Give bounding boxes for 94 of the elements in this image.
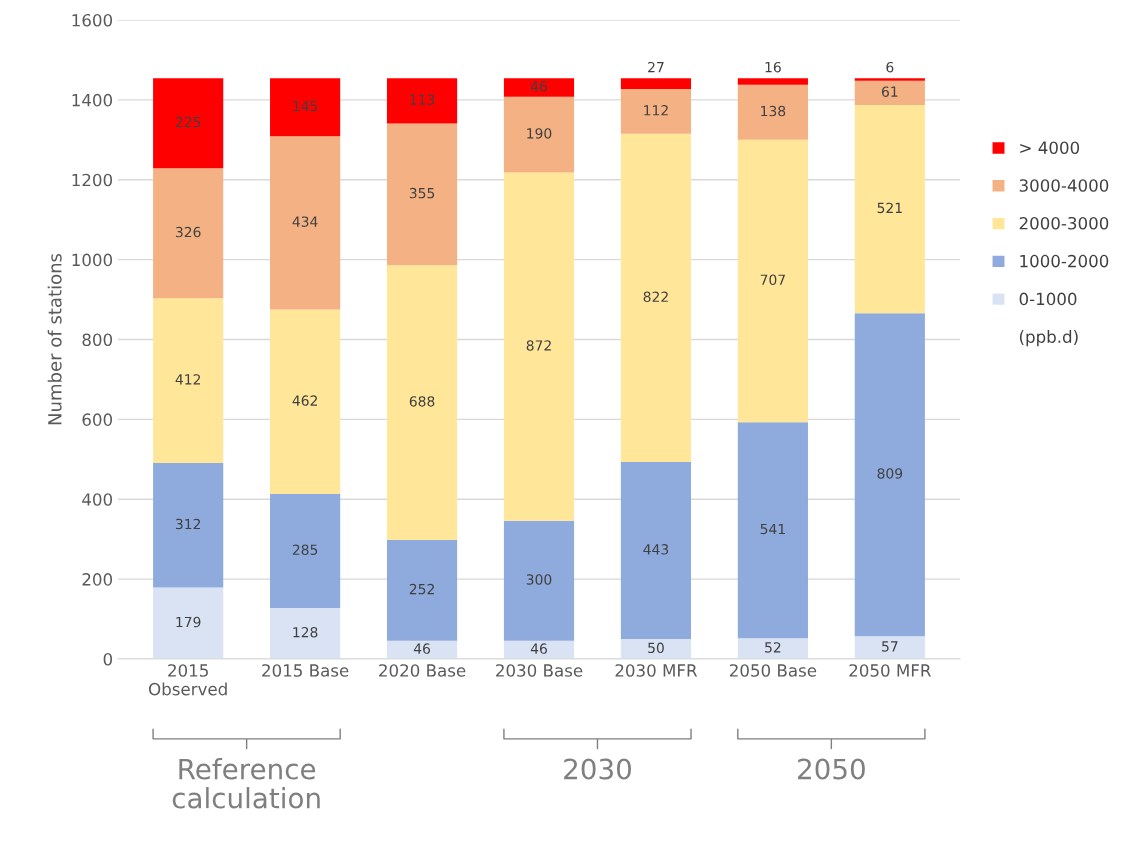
bar: [386, 123, 458, 266]
bar: [620, 133, 692, 463]
data-label: 27: [648, 61, 664, 73]
x-tick-label: 2015 Observed: [149, 664, 227, 696]
x-tick-label: 2015 Base: [262, 664, 349, 677]
data-label: 822: [643, 291, 668, 302]
bar: [620, 462, 692, 640]
data-label: 285: [292, 544, 318, 555]
x-tick-label: 2030 Base: [496, 664, 583, 677]
y-tick-label: 200: [82, 573, 113, 586]
data-label: 46: [530, 643, 547, 654]
bar: [620, 78, 692, 90]
bar: [153, 78, 224, 169]
bar: [503, 520, 575, 641]
data-label: 355: [409, 187, 435, 199]
legend-label: 1000-2000: [1020, 254, 1109, 268]
x-tick-label: 2050 Base: [729, 664, 817, 677]
bar: [737, 139, 808, 423]
y-tick-label: 1400: [72, 93, 113, 107]
bar: [153, 587, 224, 659]
bar: [270, 607, 341, 659]
data-label: 16: [765, 61, 781, 73]
data-label: 326: [175, 226, 201, 238]
data-label: 61: [881, 86, 898, 97]
bar: [270, 494, 341, 608]
bar: [737, 638, 808, 659]
data-label: 190: [527, 128, 552, 139]
text: 2050: [798, 758, 865, 780]
data-label: 412: [175, 374, 201, 385]
bar: [386, 78, 458, 124]
bar: [270, 136, 341, 310]
bar: [620, 639, 692, 659]
data-label: 225: [175, 116, 201, 128]
bar: [737, 78, 808, 85]
data-label: 462: [292, 395, 317, 406]
data-label: 688: [409, 396, 435, 407]
bar: [854, 80, 925, 106]
bar: [737, 422, 808, 639]
text: Reference calculation: [172, 758, 320, 809]
data-label: 113: [410, 94, 435, 105]
data-label: 434: [292, 216, 318, 227]
legend-title: (ppb.d): [1019, 330, 1078, 347]
data-label: 252: [409, 583, 434, 595]
bar: [503, 96, 575, 173]
data-label: 300: [526, 574, 552, 585]
data-label: 46: [413, 643, 431, 654]
y-tick-label: 400: [82, 493, 113, 506]
data-label: 138: [761, 105, 786, 117]
text: 2030: [564, 758, 631, 780]
bar: [153, 168, 224, 299]
data-label: 50: [648, 642, 664, 654]
data-label: 6: [886, 61, 894, 73]
data-label: 312: [175, 518, 201, 530]
data-label: 541: [760, 523, 785, 535]
bar: [153, 462, 224, 588]
data-label: 521: [877, 202, 902, 214]
data-label: 145: [293, 100, 318, 112]
data-label: 809: [877, 468, 903, 479]
bar: [737, 84, 808, 140]
bar: [503, 172, 575, 521]
legend-label: > 4000: [1020, 141, 1080, 154]
data-label: 112: [644, 104, 668, 116]
bar: [270, 309, 341, 495]
bar: [854, 78, 925, 81]
y-axis-title: Number of stations: [47, 253, 62, 425]
data-label: 707: [760, 274, 785, 286]
y-tick-label: 0: [103, 652, 113, 666]
bar: [386, 265, 458, 540]
bar: [854, 313, 925, 637]
x-tick-label: 2050 MFR: [849, 664, 931, 677]
x-tick-label: 2030 MFR: [615, 664, 698, 677]
bar: [854, 105, 925, 314]
data-label: 179: [176, 616, 201, 628]
bar: [386, 539, 458, 641]
data-label: 128: [293, 626, 318, 638]
x-tick-label: 2020 Base: [379, 664, 466, 677]
legend-label: 2000-3000: [1019, 216, 1109, 230]
y-tick-label: 1000: [72, 253, 113, 267]
bar: [503, 78, 575, 97]
y-tick-label: 1600: [72, 13, 113, 27]
legend-label: 3000-4000: [1019, 179, 1109, 192]
data-label: 46: [530, 81, 547, 92]
data-label: 52: [765, 642, 781, 653]
y-tick-label: 600: [82, 413, 113, 426]
bar: [854, 636, 925, 659]
data-label: 57: [882, 641, 898, 652]
y-tick-label: 1200: [72, 173, 113, 187]
bar: [270, 78, 341, 137]
legend-label: 0-1000: [1019, 292, 1077, 306]
data-label: 443: [643, 544, 669, 555]
bar: [620, 89, 692, 134]
data-label: 872: [526, 340, 551, 351]
y-tick-label: 800: [82, 333, 113, 347]
bar: [153, 298, 224, 463]
